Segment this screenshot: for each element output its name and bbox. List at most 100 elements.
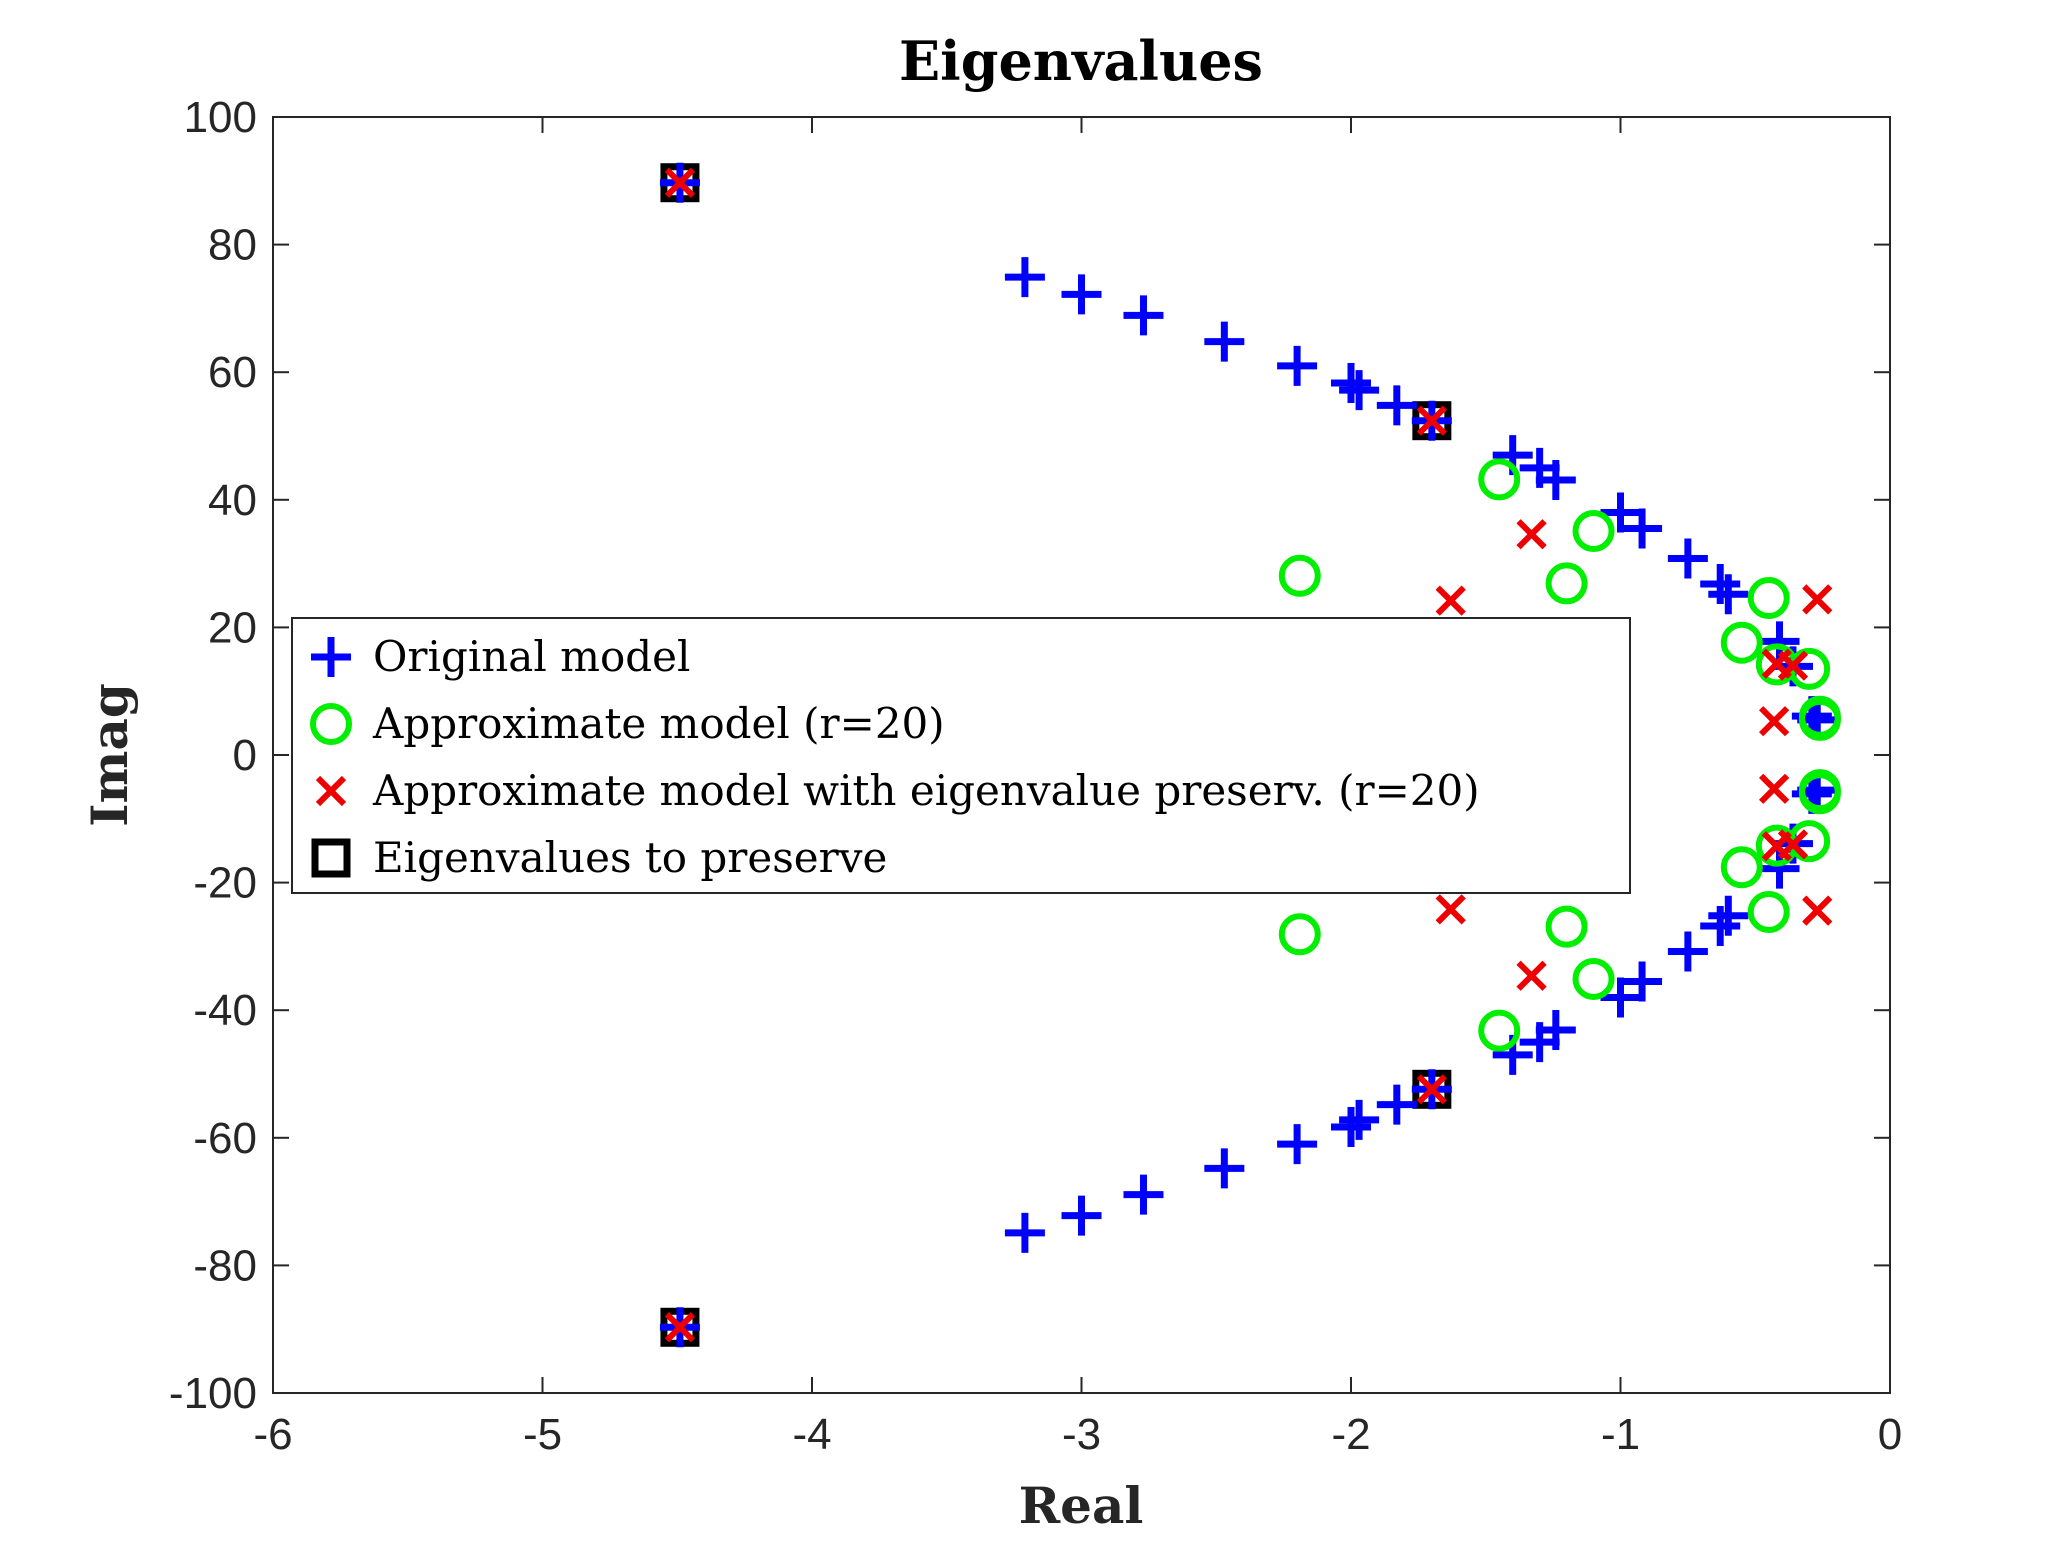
legend-items: Original model Approximate model (r=20) Ap… [310,632,1480,882]
point-plus [1004,257,1045,298]
point-plus [1667,538,1708,579]
legend-label: Approximate model with eigenvalue preser… [372,766,1480,815]
point-circle [1720,846,1763,889]
y-axis-label: Imag [80,683,139,827]
point-x [1761,831,1792,862]
point-circle [1747,577,1790,620]
point-x [1435,894,1466,925]
x-b [1416,405,1447,436]
y-tick-label: 20 [208,603,257,652]
point-x [1758,706,1790,737]
x-b [1758,706,1790,737]
point-plus [1376,385,1417,426]
x-b [1761,648,1792,679]
legend-item: Original model [311,632,690,681]
point-x [1761,648,1792,679]
point-x [1516,960,1547,991]
point-circle [1278,554,1321,597]
point-x [1416,1074,1447,1105]
point-plus [1708,574,1749,615]
y-tick-label: 80 [208,221,257,270]
point-x [1758,773,1790,804]
point-circle [1545,905,1588,948]
legend-item: Approximate model with eigenvalue preser… [315,766,1480,815]
axis-ticks [272,116,1891,1394]
point-plus [1331,1106,1371,1147]
legend-item: Eigenvalues to preserve [311,833,887,882]
legend: Original model Approximate model (r=20) Ap… [291,617,1631,894]
point-x [664,167,696,198]
point-plus [1204,1148,1245,1189]
x-tick-label: -1 [1601,1410,1640,1459]
point-plus [1708,895,1749,936]
legend-marker-plus [311,637,351,677]
point-plus [1277,1124,1318,1165]
x-tick-labels: -6 -5 -4 -3 -2 -1 0 [253,1410,1902,1459]
y-tick-label: -100 [169,1369,257,1418]
x-b [1802,895,1833,926]
point-x [1435,585,1466,616]
x-tick-label: -5 [523,1410,562,1459]
x-tick-label: 0 [1878,1410,1902,1459]
point-plus [1061,1195,1102,1236]
point-circle [1478,458,1521,501]
x-b [1758,773,1790,804]
point-plus [1339,1099,1380,1140]
legend-marker-x [315,775,347,807]
point-plus [1339,370,1380,411]
x-tick-label: -2 [1331,1410,1370,1459]
point-x [664,1312,696,1343]
x-tick-label: -4 [792,1410,831,1459]
point-x [1516,519,1547,550]
y-tick-label: -20 [193,859,257,908]
x-tick-label: -3 [1062,1410,1101,1459]
legend-label: Approximate model (r=20) [372,699,945,748]
legend-label: Eigenvalues to preserve [373,833,887,882]
y-tick-label: 60 [208,348,257,397]
point-plus [1667,931,1708,972]
x-b [664,1312,696,1343]
point-plus [1061,274,1102,315]
y-tick-label: 0 [233,731,257,780]
y-tick-labels: -100 -80 -60 -40 -20 0 20 40 60 80 100 [169,93,257,1418]
point-plus [1535,460,1576,501]
point-plus [1600,977,1641,1018]
series-x [664,167,1833,1343]
y-tick-label: -40 [193,986,257,1035]
point-circle [1572,510,1615,553]
point-plus [1204,321,1245,362]
data-marks [659,162,1841,1348]
legend-marker-circle [310,703,352,745]
x-b [1802,584,1833,615]
point-plus [1600,492,1641,533]
point-circle [1720,621,1763,664]
point-x [1802,584,1833,615]
point-plus [1331,363,1371,404]
point-plus [1376,1084,1417,1125]
y-tick-label: 100 [184,93,257,142]
legend-marker-square [311,838,351,878]
point-circle [1747,890,1790,933]
point-x [1416,405,1447,436]
x-b [1516,960,1547,991]
point-plus [1004,1212,1045,1253]
legend-item: Approximate model (r=20) [310,699,945,748]
x-b [1761,831,1792,862]
x-axis-label: Real [1019,1476,1144,1535]
point-circle [1798,769,1841,812]
point-plus [1622,961,1663,1002]
x-b [1516,519,1547,550]
point-circle [1798,698,1841,741]
x-b [1435,585,1466,616]
point-plus [1622,508,1663,549]
y-tick-label: -60 [193,1114,257,1163]
legend-label: Original model [373,632,690,681]
point-circle [1278,913,1321,956]
x-b [1435,894,1466,925]
y-tick-label: -80 [193,1241,257,1290]
point-plus [1277,345,1318,386]
point-plus [1123,295,1164,336]
point-circle [1572,957,1615,1000]
point-circle [1478,1009,1521,1052]
